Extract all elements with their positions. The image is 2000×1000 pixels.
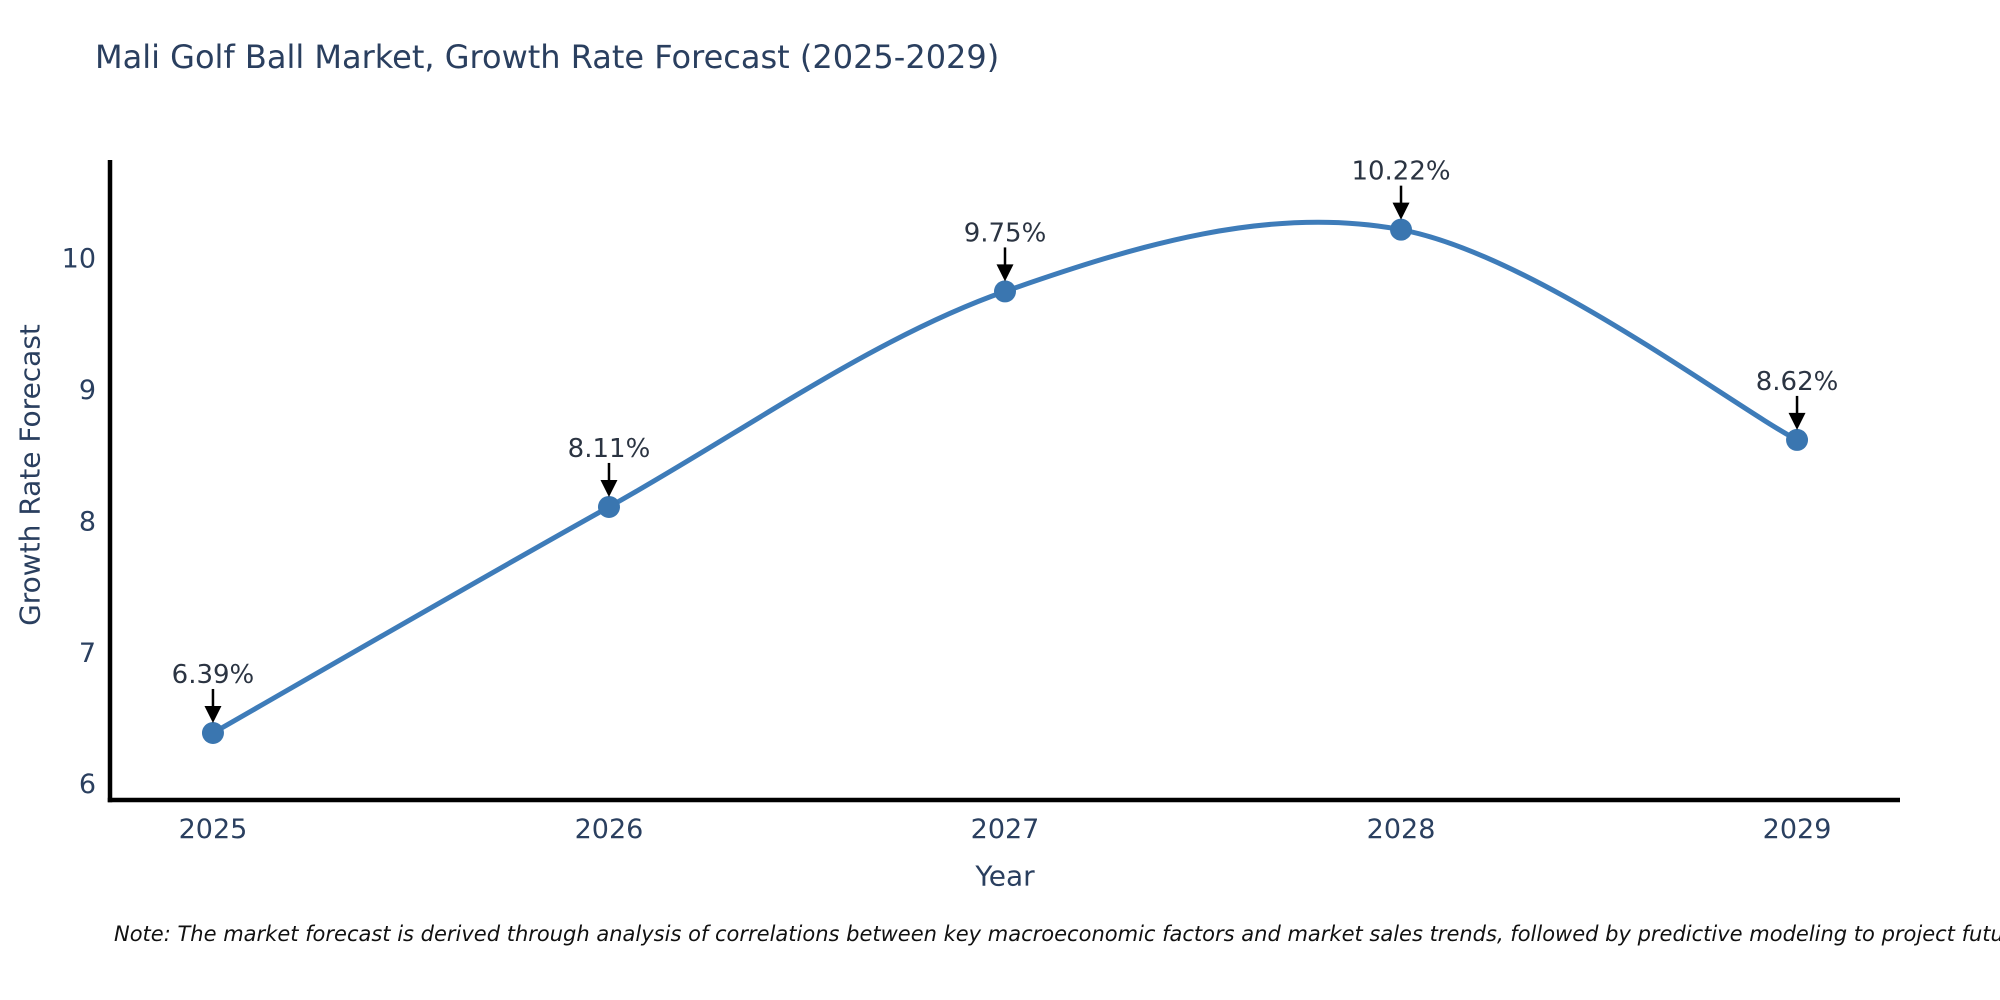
annotations: 6.39% 8.11% 9.75% 10.22% 8.62% — [172, 157, 1839, 723]
point-label: 10.22% — [1351, 157, 1450, 187]
point-label: 8.11% — [568, 434, 651, 464]
point-label: 6.39% — [172, 660, 255, 690]
data-point-2029 — [1786, 428, 1809, 451]
x-tick-label: 2026 — [575, 814, 644, 845]
annotation-arrow-head — [204, 705, 222, 723]
data-point-2028 — [1390, 218, 1413, 241]
x-tick-label: 2028 — [1367, 814, 1436, 845]
footnote: Note: The market forecast is derived thr… — [114, 922, 2000, 946]
x-tick-label: 2025 — [179, 814, 248, 845]
x-tick-labels: 2025 2026 2027 2028 2029 — [179, 814, 1832, 845]
x-tick-label: 2029 — [1763, 814, 1832, 845]
data-points — [201, 218, 1809, 744]
axes — [107, 160, 1900, 803]
point-label: 8.62% — [1756, 367, 1839, 397]
data-point-2026 — [597, 495, 620, 518]
y-tick-label: 9 — [79, 375, 96, 406]
data-point-2025 — [201, 721, 224, 744]
y-tick-label: 8 — [79, 506, 96, 537]
data-point-2027 — [994, 280, 1016, 303]
annotation-arrow-head — [600, 479, 618, 497]
y-tick-label: 7 — [79, 638, 96, 669]
annotation-arrow-head — [996, 264, 1014, 282]
x-axis-title: Year — [975, 859, 1035, 893]
annotation-arrow-head — [1788, 412, 1806, 430]
point-label: 9.75% — [964, 218, 1047, 248]
chart-title: Mali Golf Ball Market, Growth Rate Forec… — [95, 38, 1000, 76]
x-tick-label: 2027 — [971, 814, 1040, 845]
y-tick-label: 6 — [79, 769, 96, 800]
y-tick-labels: 6 7 8 9 10 — [62, 244, 96, 801]
annotation-arrow-head — [1392, 202, 1410, 220]
y-tick-label: 10 — [62, 244, 96, 275]
